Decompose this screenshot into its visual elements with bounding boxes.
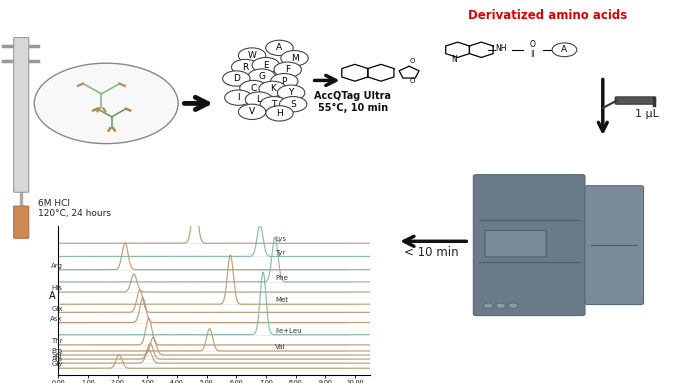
Circle shape xyxy=(496,303,506,308)
Text: A: A xyxy=(277,43,282,52)
FancyBboxPatch shape xyxy=(485,231,546,257)
Text: M: M xyxy=(290,54,299,63)
Text: R: R xyxy=(242,62,249,72)
Circle shape xyxy=(245,92,273,107)
Circle shape xyxy=(225,90,252,105)
Text: Arg: Arg xyxy=(51,263,63,269)
Text: AccQTag Ultra
55°C, 10 min: AccQTag Ultra 55°C, 10 min xyxy=(314,91,391,113)
Text: T: T xyxy=(271,100,277,109)
Text: His: His xyxy=(52,285,63,291)
Text: Tyr: Tyr xyxy=(275,250,285,255)
Circle shape xyxy=(252,57,279,73)
Text: 6M HCl
120°C, 24 hours: 6M HCl 120°C, 24 hours xyxy=(38,199,111,218)
Text: Thr: Thr xyxy=(51,338,63,344)
Text: O: O xyxy=(530,40,536,49)
Circle shape xyxy=(279,97,307,112)
Text: D: D xyxy=(233,74,240,83)
Text: K: K xyxy=(270,84,275,93)
Circle shape xyxy=(266,40,293,56)
Text: Gly: Gly xyxy=(51,362,63,367)
Text: S: S xyxy=(290,100,296,109)
Text: Ala: Ala xyxy=(51,356,63,362)
FancyBboxPatch shape xyxy=(14,38,29,192)
Text: P: P xyxy=(282,77,287,86)
Circle shape xyxy=(240,80,267,96)
Circle shape xyxy=(259,81,286,97)
Text: F: F xyxy=(285,65,290,74)
Text: L: L xyxy=(256,95,262,104)
FancyBboxPatch shape xyxy=(473,175,585,316)
Circle shape xyxy=(223,71,250,86)
Text: Asx: Asx xyxy=(50,316,63,322)
Text: O: O xyxy=(410,58,415,64)
Text: Y: Y xyxy=(288,88,294,97)
Text: G: G xyxy=(258,72,265,81)
Circle shape xyxy=(552,43,577,57)
Text: C: C xyxy=(250,83,257,93)
Circle shape xyxy=(232,59,259,75)
Circle shape xyxy=(281,51,308,66)
Text: Ser: Ser xyxy=(51,352,63,358)
Circle shape xyxy=(238,104,266,119)
Text: Ile+Leu: Ile+Leu xyxy=(275,328,301,334)
Text: V: V xyxy=(249,107,255,116)
Circle shape xyxy=(266,106,293,121)
FancyBboxPatch shape xyxy=(615,97,656,104)
Text: NH: NH xyxy=(496,44,507,53)
Text: I: I xyxy=(237,93,240,102)
Text: Phe: Phe xyxy=(275,275,288,281)
Text: H: H xyxy=(276,109,283,118)
Text: Val: Val xyxy=(275,344,286,350)
Text: Pro: Pro xyxy=(51,348,63,354)
Text: W: W xyxy=(248,51,256,60)
Circle shape xyxy=(34,63,178,144)
Circle shape xyxy=(238,48,266,63)
Text: ||: || xyxy=(531,50,535,57)
Text: O: O xyxy=(410,79,415,85)
Circle shape xyxy=(484,303,493,308)
Text: < 10 min: < 10 min xyxy=(404,246,459,259)
Text: Glx: Glx xyxy=(51,306,63,311)
Circle shape xyxy=(260,97,288,112)
FancyBboxPatch shape xyxy=(585,186,644,304)
Circle shape xyxy=(508,303,518,308)
Text: A: A xyxy=(562,45,567,54)
Text: Derivatized amino acids: Derivatized amino acids xyxy=(469,9,627,22)
Text: E: E xyxy=(263,61,269,70)
Text: Met: Met xyxy=(275,297,288,303)
Circle shape xyxy=(271,74,298,89)
Text: N: N xyxy=(451,55,457,64)
FancyBboxPatch shape xyxy=(14,206,29,238)
Text: Lys: Lys xyxy=(275,236,286,242)
Circle shape xyxy=(274,62,301,77)
Circle shape xyxy=(248,69,275,84)
Circle shape xyxy=(277,85,305,100)
Text: 1 μL: 1 μL xyxy=(636,109,659,119)
Y-axis label: A: A xyxy=(49,291,56,301)
